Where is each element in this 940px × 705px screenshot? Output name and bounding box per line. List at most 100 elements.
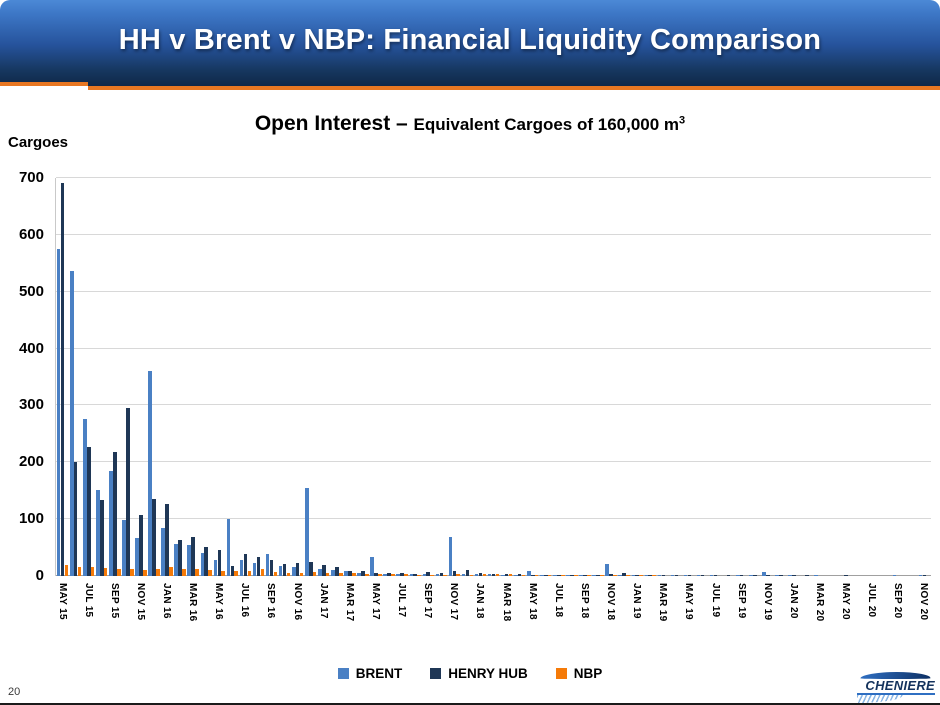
bar-henry-hub (191, 536, 195, 576)
bar-brent (762, 572, 766, 576)
gridline-600 (56, 233, 931, 235)
bar-nbp (247, 571, 252, 576)
bar-group-dec-19 (774, 178, 787, 576)
bar-henry-hub (465, 570, 470, 576)
bar-group-jul-19 (709, 178, 722, 576)
bar-henry-hub (596, 575, 600, 576)
gridline-400 (56, 347, 931, 349)
bar-nbp (195, 569, 199, 576)
bar-nbp (221, 570, 225, 576)
bar-nbp (365, 573, 369, 576)
bar-brent (344, 570, 348, 576)
bar-group-may-18 (526, 178, 539, 576)
bar-nbp (143, 570, 147, 576)
bar-group-apr-17 (356, 178, 369, 576)
bar-brent (213, 560, 218, 576)
bar-group-aug-20 (879, 178, 892, 576)
bar-nbp (600, 575, 604, 576)
x-axis-label-jan-19: JAN 19 (631, 583, 643, 619)
bar-brent (775, 575, 779, 576)
gridline-300 (56, 404, 931, 406)
bar-nbp (626, 575, 630, 576)
bar-group-oct-15 (121, 178, 134, 576)
bar-group-jul-16 (239, 178, 252, 576)
bar-nbp (129, 569, 134, 576)
bar-group-oct-18 (591, 178, 604, 576)
bar-brent (631, 574, 636, 576)
bar-group-jun-20 (853, 178, 866, 576)
bar-group-dec-15 (147, 178, 160, 576)
x-axis-label-may-18: MAY 18 (526, 583, 538, 620)
bar-brent (553, 575, 557, 576)
bar-nbp (574, 575, 578, 576)
bar-brent (69, 270, 74, 576)
bar-henry-hub (570, 575, 574, 576)
legend-item-brent: BRENT (337, 666, 402, 681)
bar-henry-hub (374, 573, 378, 576)
y-axis-tick-700: 700 (18, 169, 44, 186)
x-axis-label-may-17: MAY 17 (369, 583, 381, 620)
bar-brent (239, 559, 244, 576)
chart-title-superscript: 3 (679, 114, 686, 127)
y-axis-tick-400: 400 (18, 339, 44, 357)
bar-nbp (260, 569, 265, 576)
x-axis-label-jan-16: JAN 16 (161, 583, 172, 619)
bar-brent (305, 488, 309, 576)
bar-group-oct-17 (435, 178, 448, 576)
bar-nbp (156, 568, 160, 576)
y-axis-tick-300: 300 (18, 396, 44, 414)
bar-brent (331, 570, 335, 576)
bar-brent (96, 490, 100, 576)
y-axis-tick-600: 600 (18, 225, 44, 243)
bar-henry-hub (635, 574, 640, 576)
bar-brent (461, 574, 466, 576)
bar-group-jun-17 (382, 178, 395, 576)
bar-henry-hub (530, 574, 535, 576)
bar-brent (83, 418, 87, 576)
bar-group-aug-16 (252, 178, 265, 576)
bar-brent (174, 543, 179, 576)
bar-nbp (613, 575, 617, 576)
x-axis-label-nov-18: NOV 18 (605, 583, 617, 621)
bar-brent (513, 574, 518, 576)
bar-brent (683, 575, 688, 576)
x-axis-label-mar-16: MAR 16 (187, 583, 199, 622)
bar-nbp (103, 568, 108, 576)
bar-henry-hub (609, 573, 613, 576)
bar-group-nov-16 (291, 178, 304, 576)
x-axis-label-nov-16: NOV 16 (291, 583, 303, 621)
x-axis-label-jul-18: JUL 18 (552, 583, 564, 618)
bar-brent (357, 572, 361, 576)
bar-group-sep-15 (108, 178, 121, 576)
bar-brent (540, 575, 544, 576)
bar-group-jan-20 (787, 178, 800, 576)
bar-henry-hub (348, 571, 352, 576)
bar-brent (527, 571, 531, 576)
legend-label: HENRY HUB (448, 666, 528, 681)
bar-brent (409, 574, 414, 576)
header-background (0, 0, 940, 86)
legend-item-nbp: NBP (555, 666, 602, 681)
bar-group-jun-18 (539, 178, 552, 576)
bar-brent (709, 575, 714, 576)
bar-group-jul-18 (552, 178, 565, 576)
bar-group-sep-20 (892, 178, 905, 576)
bar-brent (644, 575, 649, 576)
bar-nbp (521, 574, 526, 576)
bar-brent (148, 370, 152, 576)
bar-henry-hub (700, 575, 705, 576)
bar-group-may-15 (56, 178, 69, 576)
bar-group-apr-16 (200, 178, 213, 576)
bar-group-aug-19 (722, 178, 735, 576)
bar-henry-hub (295, 562, 300, 576)
x-axis-label-sep-18: SEP 18 (578, 583, 590, 619)
bar-group-mar-20 (813, 178, 826, 576)
bar-nbp (469, 574, 474, 576)
bar-henry-hub (387, 573, 391, 576)
bar-henry-hub (256, 557, 261, 576)
bar-henry-hub (86, 446, 91, 576)
bar-brent (814, 575, 818, 576)
y-axis-title: Cargoes (8, 134, 69, 151)
x-axis-label-jul-20: JUL 20 (866, 583, 878, 618)
bar-group-jan-17 (317, 178, 330, 576)
